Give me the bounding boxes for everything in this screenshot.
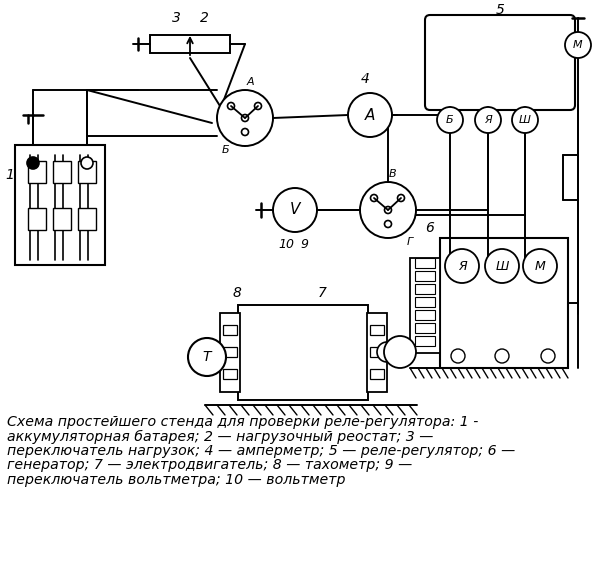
Text: Я: Я (484, 115, 492, 125)
Bar (220, 313, 240, 392)
Text: М: М (573, 40, 583, 50)
Text: А: А (365, 108, 375, 122)
Circle shape (377, 342, 397, 362)
Circle shape (273, 188, 317, 232)
Text: V: V (290, 202, 300, 217)
Bar (370, 347, 384, 357)
Bar (370, 369, 384, 379)
Circle shape (255, 102, 261, 109)
Bar (53, 208, 71, 230)
Text: 7: 7 (318, 286, 327, 300)
Bar (78, 208, 96, 230)
Text: 2: 2 (200, 11, 209, 25)
Text: переключатель нагрузок; 4 — амперметр; 5 — реле-регулятор; 6 —: переключатель нагрузок; 4 — амперметр; 5… (7, 444, 515, 458)
Bar (150, 35, 230, 53)
Text: В: В (389, 169, 397, 179)
Bar (415, 310, 435, 320)
Circle shape (397, 194, 405, 201)
Circle shape (445, 249, 479, 283)
Circle shape (81, 157, 93, 169)
Text: Ш: Ш (495, 260, 509, 272)
Bar (370, 325, 384, 335)
Bar (367, 313, 387, 392)
Bar (223, 347, 237, 357)
Text: генератор; 7 — электродвигатель; 8 — тахометр; 9 —: генератор; 7 — электродвигатель; 8 — тах… (7, 459, 412, 472)
Text: Б: Б (446, 115, 454, 125)
Text: аккумуляторная батарея; 2 — нагрузочный реостат; 3 —: аккумуляторная батарея; 2 — нагрузочный … (7, 430, 433, 444)
Circle shape (360, 182, 416, 238)
Bar (53, 161, 71, 183)
Bar (223, 325, 237, 335)
Circle shape (385, 206, 391, 213)
Circle shape (384, 336, 416, 368)
Bar (28, 208, 46, 230)
Text: Б: Б (221, 145, 229, 155)
Bar (415, 297, 435, 307)
Circle shape (495, 349, 509, 363)
Circle shape (217, 90, 273, 146)
Circle shape (241, 129, 249, 136)
Circle shape (241, 114, 249, 121)
Text: 5: 5 (495, 3, 505, 17)
Bar (415, 271, 435, 281)
Bar (415, 336, 435, 346)
Bar (415, 323, 435, 333)
Circle shape (385, 220, 391, 228)
Circle shape (188, 338, 226, 376)
Text: Г: Г (407, 237, 413, 247)
Text: 1: 1 (5, 168, 15, 182)
Circle shape (451, 349, 465, 363)
Bar (78, 161, 96, 183)
Circle shape (348, 93, 392, 137)
Circle shape (565, 32, 591, 58)
Text: А: А (246, 77, 254, 87)
Text: 3: 3 (172, 11, 180, 25)
Text: 4: 4 (361, 72, 370, 86)
Circle shape (227, 102, 235, 109)
Text: 9: 9 (300, 239, 308, 252)
Text: 6: 6 (425, 221, 434, 235)
Bar (223, 369, 237, 379)
Bar (440, 238, 568, 368)
Text: Ш: Ш (519, 115, 531, 125)
Text: М: М (535, 260, 545, 272)
Circle shape (541, 349, 555, 363)
Text: 10: 10 (278, 239, 294, 252)
Circle shape (475, 107, 501, 133)
Bar (415, 284, 435, 294)
Circle shape (27, 157, 39, 169)
Bar (415, 258, 435, 268)
Circle shape (370, 194, 378, 201)
Text: Я: Я (458, 260, 466, 272)
Circle shape (523, 249, 557, 283)
Text: Схема простейшего стенда для проверки реле-регулятора: 1 -: Схема простейшего стенда для проверки ре… (7, 415, 479, 429)
Text: переключатель вольтметра; 10 — вольтметр: переключатель вольтметра; 10 — вольтметр (7, 473, 345, 487)
Circle shape (512, 107, 538, 133)
Circle shape (485, 249, 519, 283)
Text: 8: 8 (232, 286, 241, 300)
Bar (15, 145, 105, 265)
Text: Т: Т (203, 350, 211, 364)
Bar (410, 258, 440, 353)
Bar (238, 305, 368, 400)
FancyBboxPatch shape (425, 15, 575, 110)
Bar (28, 161, 46, 183)
Circle shape (437, 107, 463, 133)
